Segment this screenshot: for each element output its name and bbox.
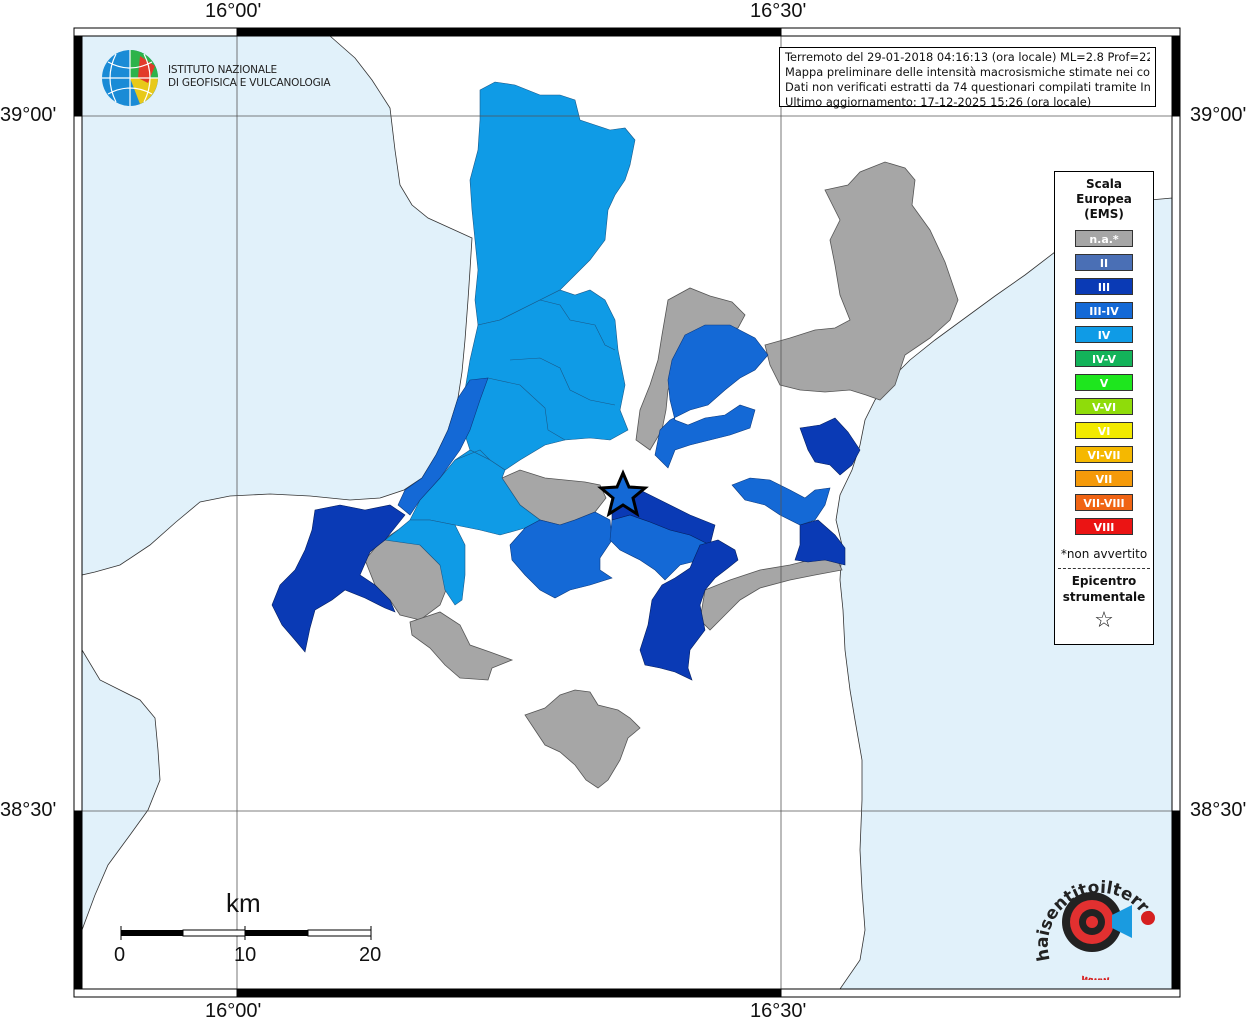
legend-item: V-VI	[1075, 398, 1133, 415]
coord-top-16-00: 16°00'	[205, 0, 262, 22]
legend-title: Scala Europea (EMS)	[1055, 177, 1153, 222]
legend-epicenter-1: Epicentro	[1071, 574, 1137, 588]
ingv-line-1: ISTITUTO NAZIONALE	[168, 64, 277, 76]
event-info-line-1: Terremoto del 29-01-2018 04:16:13 (ora l…	[785, 50, 1150, 64]
coord-bottom-16-30: 16°30'	[750, 1000, 807, 1022]
event-info-box: Terremoto del 29-01-2018 04:16:13 (ora l…	[779, 47, 1156, 109]
coord-left-39-00: 39°00'	[0, 104, 57, 126]
legend-title-1: Scala	[1085, 177, 1123, 191]
scale-unit: km	[226, 888, 261, 918]
coord-top-16-30: 16°30'	[750, 0, 807, 22]
legend-item: V	[1075, 374, 1133, 391]
scale-bar	[120, 926, 372, 940]
svg-text:www.: www.	[1080, 972, 1115, 980]
legend-epicenter-2: strumentale	[1062, 590, 1146, 604]
legend-item: III	[1075, 278, 1133, 295]
epicenter-star	[597, 469, 649, 518]
intensity-iv-areas	[384, 81, 636, 606]
legend-item: VII	[1075, 470, 1133, 487]
ems-legend: Scala Europea (EMS) n.a.* II III III-IV IV IV…	[1054, 171, 1154, 645]
coord-right-38-30: 38°30'	[1190, 799, 1247, 821]
legend-item: VI	[1075, 422, 1133, 439]
legend-epicenter: Epicentro strumentale	[1055, 573, 1153, 605]
ingv-logo	[102, 50, 158, 106]
legend-item: III-IV	[1075, 302, 1133, 319]
coord-right-39-00: 39°00'	[1190, 104, 1247, 126]
event-info-line-2: Mappa preliminare delle intensità macros…	[785, 65, 1150, 79]
legend-item: n.a.*	[1075, 230, 1133, 247]
legend-item: VII-VIII	[1075, 494, 1133, 511]
ingv-line-2: DI GEOFISICA E VULCANOLOGIA	[168, 77, 331, 89]
scale-label-0: 0	[114, 944, 126, 966]
coord-left-38-30: 38°30'	[0, 799, 57, 821]
intensity-iii-areas	[271, 417, 861, 681]
coord-bottom-16-00: 16°00'	[205, 1000, 262, 1022]
hsit-www: www.	[1080, 972, 1115, 980]
legend-item: VI-VII	[1075, 446, 1133, 463]
legend-note: *non avvertito	[1060, 547, 1148, 561]
event-info-line-4: Ultimo aggiornamento: 17-12-2025 15:26 (…	[785, 95, 1092, 109]
event-info-line-3: Dati non verificati estratti da 74 quest…	[785, 80, 1150, 94]
legend-item: VIII	[1075, 518, 1133, 535]
legend-title-3: (EMS)	[1084, 207, 1124, 221]
map-frame	[73, 27, 1181, 998]
legend-item: IV	[1075, 326, 1133, 343]
legend-title-2: Europea	[1076, 192, 1132, 206]
municipal-borders	[454, 299, 616, 461]
star-icon: ☆	[1094, 608, 1114, 633]
legend-separator	[1058, 568, 1150, 569]
ingv-name: ISTITUTO NAZIONALE DI GEOFISICA E VULCAN…	[168, 64, 331, 90]
scale-label-10: 10	[234, 944, 257, 966]
legend-item: IV-V	[1075, 350, 1133, 367]
graticule	[82, 36, 1172, 989]
scale-label-20: 20	[359, 944, 382, 966]
legend-item: II	[1075, 254, 1133, 271]
hsit-logo: haisentitoilterremoto.it www.	[1030, 860, 1161, 980]
